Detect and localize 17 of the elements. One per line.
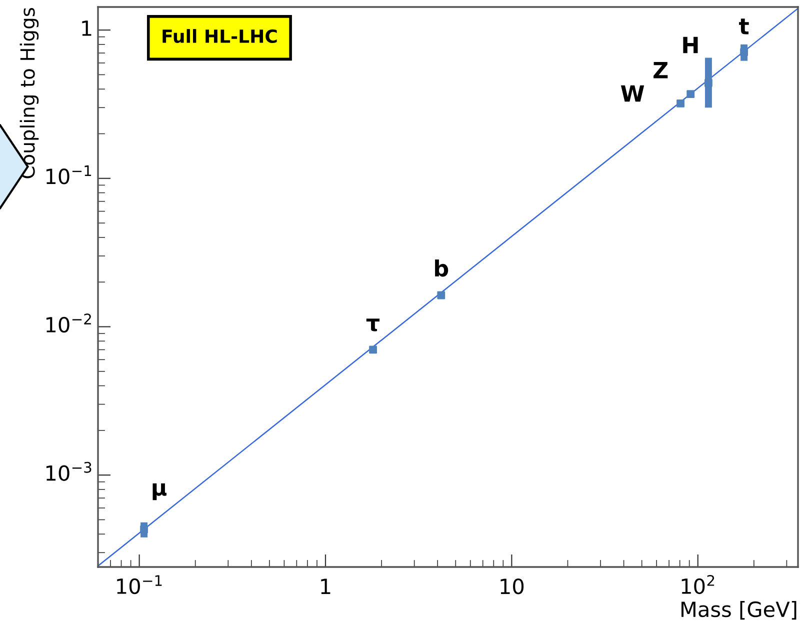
y-tick-label: 10$^{−2}$ — [46, 314, 91, 333]
annotation: b — [435, 259, 448, 277]
y-tick-label: 10$^{−1}$ — [46, 165, 92, 184]
x-tick-label: 10$^{−1}$ — [117, 575, 162, 594]
y-tick-label: 1 — [82, 20, 92, 36]
x-axis-title: Mass [GeV] — [682, 601, 796, 620]
annotation: μ — [152, 483, 166, 500]
x-tick-label: 1 — [321, 578, 330, 594]
x-tick-label: 10 — [500, 578, 524, 594]
annotation: τ — [366, 318, 380, 332]
annotation: t — [739, 18, 749, 34]
x-tick-label: 10$^{2}$ — [682, 574, 714, 594]
y-tick-label: 10$^{−3}$ — [46, 462, 92, 481]
annotation: H — [683, 36, 698, 54]
annotation: W — [620, 85, 644, 102]
annotation: Z — [654, 62, 668, 78]
annotation: Full HL-LHC — [162, 29, 277, 44]
